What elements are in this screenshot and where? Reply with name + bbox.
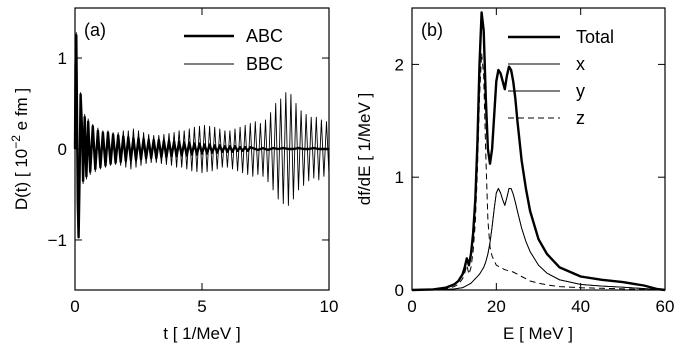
legend-label-x: x bbox=[576, 54, 585, 74]
panel-a-xtick-label: 10 bbox=[320, 297, 339, 316]
panel-b-ylabel: df/dE [ 1/MeV ] bbox=[355, 93, 374, 205]
panel-a-ytick-label: −1 bbox=[48, 231, 67, 250]
panel-b-series-y-line bbox=[411, 188, 666, 291]
panel-a-ylabel: D(t) [ 10−2 e fm ] bbox=[9, 88, 31, 210]
legend-label-y: y bbox=[576, 81, 585, 101]
panel-b-xtick-label: 40 bbox=[571, 297, 590, 316]
panel-a-ylabel-tail: e fm ] bbox=[12, 88, 31, 135]
panel-b-ytick-label: 2 bbox=[395, 55, 404, 74]
panel-a-xtick-label: 5 bbox=[197, 297, 206, 316]
panel-b-xtick-label: 60 bbox=[656, 297, 675, 316]
panel-b: 0 20 40 60 0 1 2 (b) Total x y z E [ MeV ] df/… bbox=[355, 7, 675, 343]
panel-b-xtick-label: 20 bbox=[487, 297, 506, 316]
panel-b-xtick-label: 0 bbox=[407, 297, 416, 316]
panel-a-ytick-label: 0 bbox=[58, 140, 67, 159]
panel-a: 0 5 10 −1 0 1 (a) ABC BBC t [ 1/MeV ] D(t) [ … bbox=[9, 7, 339, 343]
panel-b-marks bbox=[411, 11, 666, 292]
legend-label-abc: ABC bbox=[246, 26, 283, 46]
legend-label-bbc: BBC bbox=[246, 54, 283, 74]
panel-a-ticks: 0 5 10 −1 0 1 bbox=[48, 8, 339, 316]
panel-b-ytick-label: 0 bbox=[395, 281, 404, 300]
panel-a-legend: ABC BBC bbox=[184, 26, 283, 74]
panel-b-xlabel: E [ MeV ] bbox=[503, 324, 573, 343]
panel-a-ylabel-main: D(t) [ 10 bbox=[12, 149, 31, 210]
panel-b-ytick-label: 1 bbox=[395, 168, 404, 187]
panel-b-series-z-line bbox=[411, 52, 666, 291]
panel-a-label: (a) bbox=[84, 20, 106, 40]
panel-b-label: (b) bbox=[421, 20, 443, 40]
panel-a-ytick-label: 1 bbox=[58, 49, 67, 68]
panel-a-xtick-label: 0 bbox=[70, 297, 79, 316]
legend-label-z: z bbox=[576, 108, 585, 128]
panel-a-xlabel: t [ 1/MeV ] bbox=[163, 324, 240, 343]
panel-b-legend: Total x y z bbox=[508, 27, 614, 128]
panel-b-ticks: 0 20 40 60 0 1 2 bbox=[395, 8, 675, 316]
panel-a-ylabel-sup: −2 bbox=[9, 135, 23, 149]
panel-b-frame bbox=[411, 7, 666, 291]
panel-a-series-bbc-line bbox=[74, 32, 330, 239]
panel-b-series-total-line bbox=[411, 11, 666, 292]
panel-a-marks bbox=[73, 32, 330, 239]
legend-label-total: Total bbox=[576, 27, 614, 47]
